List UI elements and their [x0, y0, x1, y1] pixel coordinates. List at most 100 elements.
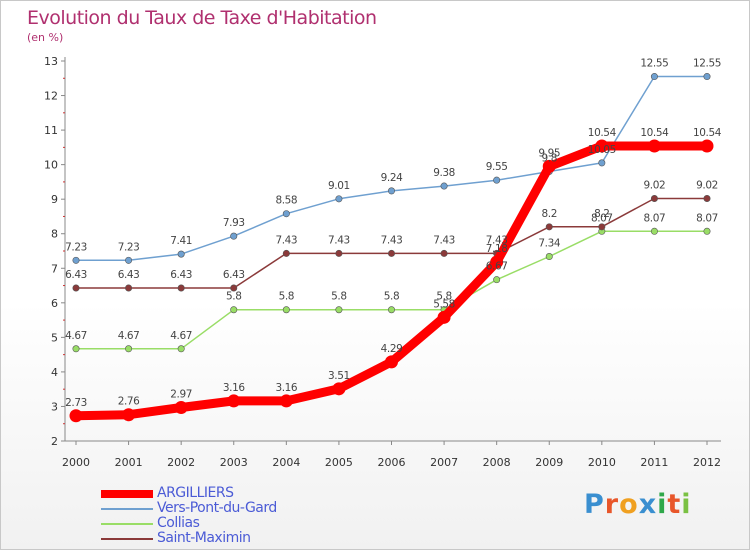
data-label: 9.38	[433, 167, 455, 179]
y-tick-label: 6	[51, 297, 58, 310]
data-point	[69, 409, 83, 423]
data-label: 4.67	[118, 330, 140, 342]
data-point	[387, 306, 395, 314]
y-tick-label: 8	[51, 228, 58, 241]
data-label: 6.67	[486, 261, 508, 273]
data-label: 8.07	[644, 212, 666, 224]
data-label: 4.67	[65, 330, 87, 342]
data-label: 6.43	[223, 269, 245, 281]
data-point	[490, 255, 504, 269]
data-point	[230, 284, 238, 292]
data-point	[598, 223, 606, 231]
data-point	[595, 139, 609, 153]
data-label: 9.01	[328, 180, 350, 192]
data-label: 6.43	[170, 269, 192, 281]
y-tick-label: 5	[51, 331, 58, 344]
data-point	[440, 249, 448, 257]
data-point	[542, 159, 556, 173]
x-tick-label: 2001	[115, 456, 143, 469]
data-point	[335, 306, 343, 314]
data-point	[387, 187, 395, 195]
data-label: 4.29	[381, 343, 403, 355]
logo-letter: o	[619, 489, 639, 520]
data-point	[125, 345, 133, 353]
data-label: 8.2	[594, 208, 610, 220]
x-tick-label: 2006	[378, 456, 406, 469]
data-point	[700, 139, 714, 153]
data-label: 7.41	[170, 235, 192, 247]
legend-swatch	[101, 508, 153, 510]
data-point	[650, 73, 658, 81]
data-label: 7.43	[275, 234, 297, 246]
data-point	[279, 394, 293, 408]
data-point	[72, 345, 80, 353]
data-point	[647, 139, 661, 153]
legend-swatch	[101, 523, 153, 525]
x-tick-label: 2000	[62, 456, 90, 469]
y-tick-label: 3	[51, 400, 58, 413]
x-tick-label: 2008	[483, 456, 511, 469]
y-tick-label: 9	[51, 193, 58, 206]
x-tick-label: 2009	[535, 456, 563, 469]
data-point	[282, 210, 290, 218]
logo-letter: t	[667, 489, 682, 520]
data-point	[230, 306, 238, 314]
data-point	[125, 284, 133, 292]
data-label: 7.43	[328, 234, 350, 246]
data-label: 5.8	[384, 291, 400, 303]
y-tick-label: 10	[44, 159, 58, 172]
data-point	[282, 249, 290, 257]
data-label: 5.8	[331, 291, 347, 303]
data-label: 12.55	[640, 58, 668, 70]
data-label: 7.43	[381, 234, 403, 246]
x-tick-label: 2007	[430, 456, 458, 469]
data-label: 6.43	[65, 269, 87, 281]
data-label: 7.23	[118, 241, 140, 253]
data-label: 7.34	[538, 238, 560, 250]
data-label: 7.93	[223, 217, 245, 229]
logo-letter: r	[604, 489, 620, 520]
data-label: 4.67	[170, 330, 192, 342]
legend-item: Vers-Pont-du-Gard	[101, 500, 361, 516]
legend-swatch	[101, 538, 153, 540]
data-point	[332, 382, 346, 396]
y-unit-label: (en %)	[27, 31, 64, 44]
x-tick-label: 2011	[640, 456, 668, 469]
data-point	[125, 256, 133, 264]
data-label: 9.8	[542, 153, 558, 165]
data-point	[650, 194, 658, 202]
data-point	[230, 232, 238, 240]
legend-label: ARGILLIERS	[157, 485, 234, 501]
data-point	[227, 394, 241, 408]
y-tick-label: 4	[51, 366, 58, 379]
legend-item: ARGILLIERS	[101, 485, 361, 501]
data-label: 7.43	[433, 234, 455, 246]
logo-letter: P	[584, 489, 605, 520]
data-point	[545, 223, 553, 231]
legend-item: Collias	[101, 515, 361, 531]
data-label: 9.95	[538, 147, 560, 159]
data-label: 12.55	[693, 58, 721, 70]
data-point	[703, 227, 711, 235]
data-label: 5.8	[436, 291, 452, 303]
data-label: 7.23	[65, 241, 87, 253]
data-label: 10.05	[588, 144, 616, 156]
data-point	[545, 253, 553, 261]
data-point	[440, 182, 448, 190]
legend-item: Saint-Maximin	[101, 530, 361, 546]
data-label: 10.54	[693, 127, 722, 139]
data-point	[703, 194, 711, 202]
chart-title: Evolution du Taux de Taxe d'Habitation	[27, 7, 377, 29]
data-label: 8.07	[696, 212, 718, 224]
x-tick-label: 2004	[272, 456, 300, 469]
series-line-vers-pont-du-gard	[75, 75, 708, 262]
data-point	[72, 256, 80, 264]
logo-letter: i	[657, 489, 668, 520]
data-label: 7.43	[486, 234, 508, 246]
legend: ARGILLIERS Vers-Pont-du-Gard Collias Saint-…	[101, 485, 361, 546]
data-label: 8.2	[542, 208, 558, 220]
x-tick-label: 2003	[220, 456, 248, 469]
proxiti-logo: Proxiti	[584, 489, 692, 520]
data-label: 2.97	[170, 388, 192, 400]
